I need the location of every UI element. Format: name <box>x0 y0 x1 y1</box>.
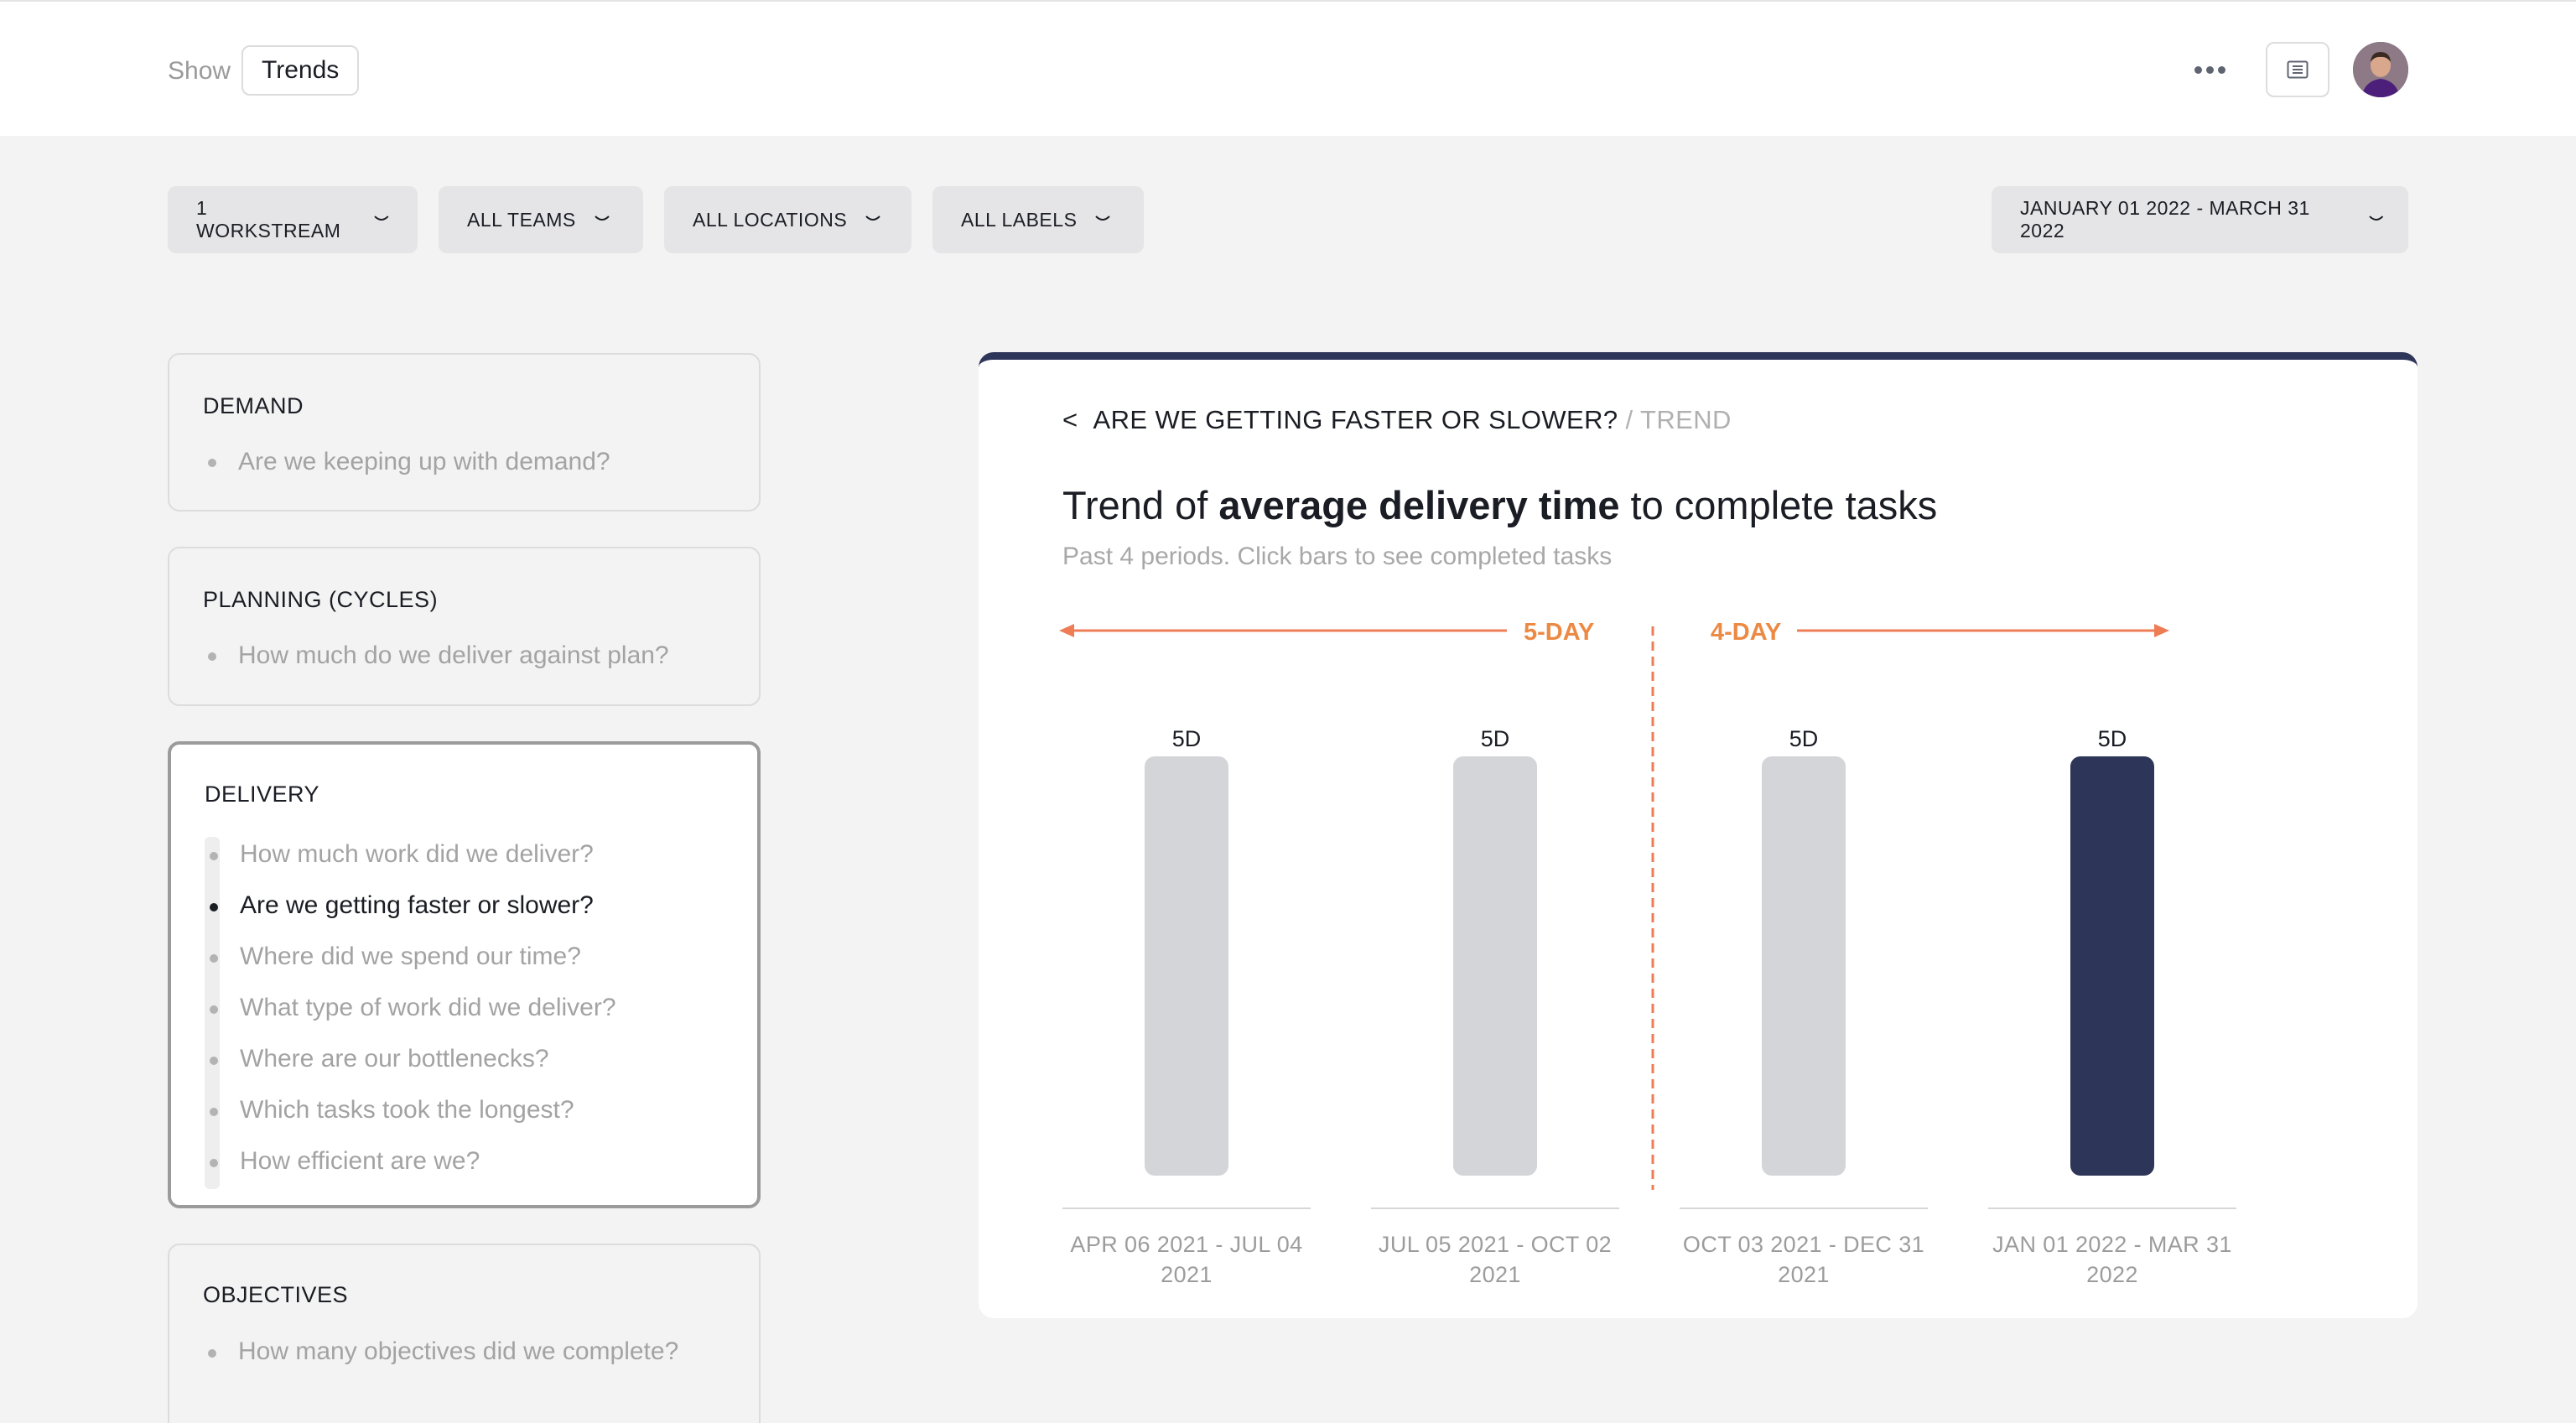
delivery-question-2[interactable]: Where did we spend our time? <box>240 943 581 970</box>
list-bullet-selected <box>210 903 218 911</box>
list-bullet <box>208 1349 216 1358</box>
delivery-question-6[interactable]: How efficient are we? <box>240 1147 480 1175</box>
objectives-question-0[interactable]: How many objectives did we complete? <box>238 1337 679 1365</box>
category-label-3-1: 2022 <box>2086 1262 2138 1287</box>
breadcrumb-current: / TREND <box>1618 405 1732 434</box>
value-label-2: 5D <box>1789 726 1819 751</box>
delivery-question-3[interactable]: What type of work did we deliver? <box>240 994 616 1021</box>
demand-question-0[interactable]: Are we keeping up with demand? <box>238 448 610 475</box>
bar-3[interactable] <box>2070 756 2154 1176</box>
right-arrow-head <box>2154 624 2169 637</box>
top-bar: Show Trends <box>0 0 2576 136</box>
delivery-card-title: DELIVERY <box>205 782 320 807</box>
planning-card[interactable]: PLANNING (CYCLES) How much do we deliver… <box>168 547 761 706</box>
more-dot <box>2205 65 2214 74</box>
value-label-0: 5D <box>1172 726 1202 751</box>
demand-card-title: DEMAND <box>203 393 304 418</box>
delivery-question-5[interactable]: Which tasks took the longest? <box>240 1096 574 1124</box>
user-avatar[interactable] <box>2353 42 2408 97</box>
list-bullet <box>210 1108 218 1116</box>
list-bullet <box>208 652 216 661</box>
delivery-question-4[interactable]: Where are our bottlenecks? <box>240 1045 549 1072</box>
demand-card[interactable]: DEMAND Are we keeping up with demand? <box>168 353 761 512</box>
category-label-3-0: JAN 01 2022 - MAR 31 <box>1992 1232 2232 1257</box>
more-dots-icon <box>2194 65 2202 74</box>
category-label-2-1: 2021 <box>1778 1262 1830 1287</box>
bar-2[interactable] <box>1762 756 1846 1176</box>
planning-question-0[interactable]: How much do we deliver against plan? <box>238 641 669 669</box>
workstream-filter-label: 1 WORKSTREAM <box>196 197 341 241</box>
breadcrumb: < ARE WE GETTING FASTER OR SLOWER? / TRE… <box>1062 405 1732 435</box>
delivery-card[interactable]: DELIVERY How much work did we deliver? A… <box>168 741 761 1208</box>
list-view-button[interactable] <box>2266 42 2329 97</box>
back-icon[interactable]: < <box>1062 405 1078 434</box>
left-annotation-label: 5-DAY <box>1524 619 1594 646</box>
headline-metric: average delivery time <box>1218 483 1620 527</box>
objectives-card[interactable]: OBJECTIVES How many objectives did we co… <box>168 1244 761 1423</box>
category-label-0-1: 2021 <box>1161 1262 1213 1287</box>
category-label-1-0: JUL 05 2021 - OCT 02 <box>1379 1232 1612 1257</box>
delivery-question-1[interactable]: Are we getting faster or slower? <box>240 891 594 919</box>
view-select[interactable]: Trends <box>242 45 360 96</box>
labels-filter-label: ALL LABELS <box>961 208 1078 231</box>
chevron-down-icon <box>374 216 389 221</box>
locations-filter[interactable]: ALL LOCATIONS <box>664 186 911 253</box>
list-icon <box>2287 60 2309 79</box>
list-bullet <box>208 459 216 467</box>
trend-panel: < ARE WE GETTING FASTER OR SLOWER? / TRE… <box>979 352 2418 1318</box>
teams-filter[interactable]: ALL TEAMS <box>439 186 643 253</box>
chevron-down-icon <box>595 216 610 221</box>
delivery-question-0[interactable]: How much work did we deliver? <box>240 840 594 868</box>
chart-subtitle: Past 4 periods. Click bars to see comple… <box>1062 543 1613 570</box>
list-bullet <box>210 1005 218 1014</box>
workstream-filter[interactable]: 1 WORKSTREAM <box>168 186 418 253</box>
chart-headline: Trend of average delivery time to comple… <box>1062 482 1937 528</box>
category-label-2-0: OCT 03 2021 - DEC 31 <box>1683 1232 1924 1257</box>
headline-suffix: to complete tasks <box>1619 483 1938 527</box>
more-options-button[interactable] <box>2189 49 2231 91</box>
show-label: Show <box>168 57 231 85</box>
locations-filter-label: ALL LOCATIONS <box>693 208 848 231</box>
bar-0[interactable] <box>1145 756 1228 1176</box>
teams-filter-label: ALL TEAMS <box>467 208 576 231</box>
bar-1[interactable] <box>1453 756 1537 1176</box>
breadcrumb-question[interactable]: ARE WE GETTING FASTER OR SLOWER? <box>1093 405 1618 434</box>
list-bullet <box>210 1057 218 1065</box>
headline-prefix: Trend of <box>1062 483 1219 527</box>
left-arrow-head <box>1059 624 1074 637</box>
list-bullet <box>210 954 218 963</box>
category-label-1-1: 2021 <box>1469 1262 1521 1287</box>
avatar-icon <box>2353 42 2408 97</box>
chevron-down-icon <box>865 216 880 221</box>
labels-filter[interactable]: ALL LABELS <box>932 186 1144 253</box>
list-bullet <box>210 1159 218 1167</box>
chevron-down-icon <box>1095 216 1111 221</box>
delivery-time-chart: 5D APR 06 2021 - JUL 04 2021 5D JUL 05 2021 … <box>1059 619 2236 1287</box>
value-label-1: 5D <box>1481 726 1510 751</box>
planning-card-title: PLANNING (CYCLES) <box>203 587 439 612</box>
date-range-label: JANUARY 01 2022 - MARCH 31 2022 <box>2020 197 2310 241</box>
value-label-3: 5D <box>2098 726 2127 751</box>
list-bullet <box>210 852 218 860</box>
date-range-filter[interactable]: JANUARY 01 2022 - MARCH 31 2022 <box>1992 186 2408 253</box>
objectives-card-title: OBJECTIVES <box>203 1282 349 1307</box>
right-annotation-label: 4-DAY <box>1711 619 1781 646</box>
category-label-0-0: APR 06 2021 - JUL 04 <box>1070 1232 1302 1257</box>
chevron-down-icon <box>2368 216 2383 221</box>
more-dot <box>2217 65 2225 74</box>
